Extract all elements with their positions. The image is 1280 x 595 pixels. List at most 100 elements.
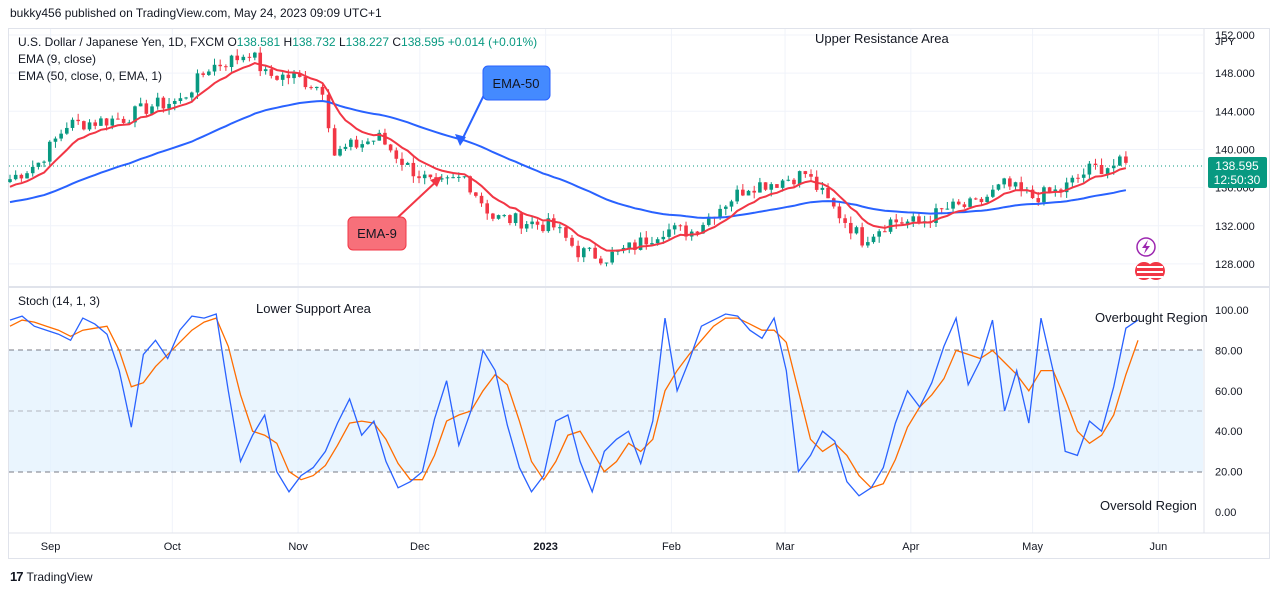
candle-body <box>485 203 489 214</box>
candle-body <box>383 132 387 145</box>
candle-body <box>786 179 791 181</box>
candle-body <box>59 133 63 139</box>
candle-body <box>667 229 671 237</box>
ohlc-open: 138.581 <box>236 35 281 49</box>
ohlc-low: 138.227 <box>345 35 390 49</box>
candle-body <box>780 180 785 188</box>
time-axis[interactable]: Sep Oct Nov Dec 2023 Feb Mar Apr May Jun <box>41 541 1167 553</box>
candle-body <box>104 118 109 126</box>
candle-body <box>172 101 177 104</box>
candle-body <box>428 174 433 178</box>
candle-body <box>1059 189 1063 193</box>
stoch-d-line[interactable] <box>9 317 1139 489</box>
time-tick-label: Mar <box>776 541 795 553</box>
candle-body <box>797 171 802 185</box>
stoch-legend[interactable]: Stoch (14, 1, 3) <box>18 294 101 308</box>
time-tick-label: Nov <box>288 541 308 553</box>
stoch-k-line[interactable] <box>9 313 1139 497</box>
candle-body <box>894 219 899 223</box>
candle-body <box>968 198 972 207</box>
ema-9-line[interactable] <box>9 62 1127 252</box>
candle-body <box>1118 156 1122 166</box>
symbol-legend[interactable]: U.S. Dollar / Japanese Yen, 1D, FXCM O13… <box>18 35 537 49</box>
price-tick-label: 140.000 <box>1215 144 1255 156</box>
candle-body <box>400 158 404 165</box>
price-axis[interactable]: 152.000148.000144.000140.000136.000132.0… <box>1215 30 1255 271</box>
candle-body <box>792 179 796 185</box>
ema-50-line[interactable] <box>9 99 1127 219</box>
candle-body <box>1047 187 1052 193</box>
price-tick-label: 148.000 <box>1215 68 1255 80</box>
candle-body <box>121 118 126 123</box>
candle-body <box>388 144 393 151</box>
candle-body <box>1013 182 1018 187</box>
candle-body <box>1064 182 1069 193</box>
brand-name: TradingView <box>26 569 93 584</box>
candle-body <box>30 166 35 174</box>
price-tick-label: 144.000 <box>1215 106 1255 118</box>
candle-body <box>451 177 455 179</box>
candle-body <box>144 103 149 114</box>
candle-body <box>1036 198 1041 203</box>
stoch-tick-label: 0.00 <box>1215 507 1236 519</box>
lightning-icon[interactable] <box>1136 237 1156 257</box>
candle-body <box>541 224 545 232</box>
candle-body <box>377 132 382 141</box>
price-tick-label: 152.000 <box>1215 30 1255 42</box>
candle-body <box>564 227 568 238</box>
candle-body <box>280 74 285 80</box>
candle-body <box>405 162 410 165</box>
candle-body <box>8 179 12 183</box>
candles[interactable] <box>8 47 1128 267</box>
candle-body <box>1087 163 1092 175</box>
candle-body <box>25 173 29 179</box>
candle-body <box>570 237 574 246</box>
candle-body <box>763 182 768 190</box>
candle-body <box>76 119 80 122</box>
candle-body <box>502 215 507 217</box>
candle-body <box>718 208 722 219</box>
candle-body <box>633 242 637 250</box>
candle-body <box>848 222 853 234</box>
ema9-legend[interactable]: EMA (9, close) <box>18 52 97 66</box>
candle-body <box>263 69 268 72</box>
candle-body <box>1070 177 1075 183</box>
candle-body <box>286 74 291 79</box>
candle-body <box>684 225 688 237</box>
candle-body <box>581 248 586 258</box>
ohlc-close-prefix: C <box>392 35 402 49</box>
flag-icon[interactable] <box>1135 262 1165 280</box>
candle-body <box>445 177 450 179</box>
candle-body <box>752 190 757 193</box>
candle-body <box>479 195 484 204</box>
price-tick-label: 128.000 <box>1215 259 1255 271</box>
candle-body <box>309 87 313 89</box>
stoch-axis[interactable]: 100.00 80.00 60.00 40.00 20.00 0.00 <box>1215 305 1249 519</box>
candle-body <box>394 150 399 159</box>
candle-body <box>758 182 762 193</box>
candle-body <box>900 222 904 224</box>
candle-body <box>178 98 183 102</box>
candle-body <box>803 171 808 175</box>
footer-brand[interactable]: ⁠17 TradingView <box>10 569 93 584</box>
candle-body <box>866 242 870 246</box>
candle-body <box>706 216 711 225</box>
candle-body <box>826 187 830 199</box>
candle-body <box>843 218 847 223</box>
candle-body <box>508 215 512 224</box>
ema50-legend[interactable]: EMA (50, close, 0, EMA, 1) <box>18 69 163 83</box>
candle-body <box>439 178 444 180</box>
candle-body <box>212 64 217 72</box>
candle-body <box>496 215 501 219</box>
candle-body <box>530 221 534 225</box>
time-tick-label: Apr <box>902 541 919 553</box>
time-tick-label: Feb <box>662 541 681 553</box>
candle-body <box>1030 189 1035 199</box>
time-tick-label: Oct <box>164 541 181 553</box>
candle-body <box>93 122 98 126</box>
stoch-tick-label: 20.00 <box>1215 467 1243 479</box>
currency-label: JPY <box>1215 36 1236 48</box>
price-tick-label: 132.000 <box>1215 221 1255 233</box>
last-price-badge: 138.595 12:50:30 <box>1208 157 1267 188</box>
